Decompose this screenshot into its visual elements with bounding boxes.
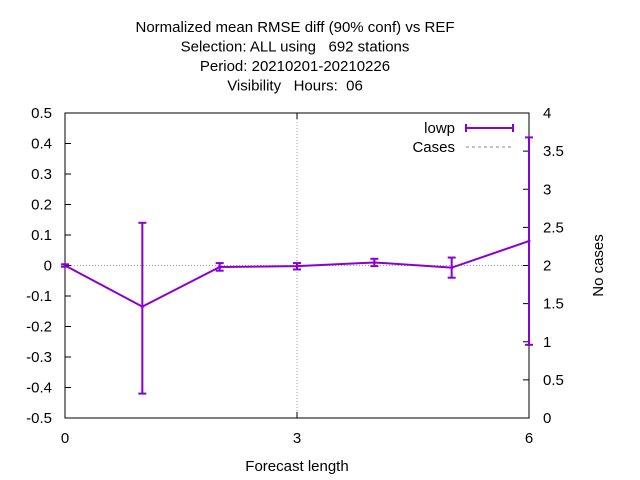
y-tick-label: -0.4 [26, 380, 52, 397]
title-line-3: Period: 20210201-20210226 [200, 58, 390, 75]
data-point [218, 265, 222, 269]
y2-tick-label: 1.5 [543, 296, 564, 313]
y-tick-label: 0.3 [31, 166, 52, 183]
x-tick-label: 6 [525, 430, 533, 447]
legend: lowp Cases [412, 120, 514, 156]
y-tick-label: 0.4 [31, 136, 52, 153]
y-tick-label: 0.2 [31, 197, 52, 214]
y-tick-label: 0.5 [31, 105, 52, 122]
y-tick-label: -0.2 [26, 319, 52, 336]
data-point [372, 260, 376, 264]
title-line-1: Normalized mean RMSE diff (90% conf) vs … [136, 19, 455, 36]
legend-label-lowp: lowp [424, 120, 455, 137]
y-tick-label: 0.1 [31, 227, 52, 244]
y-tick-label: 0 [44, 258, 52, 275]
x-axis-label: Forecast length [245, 458, 348, 475]
y2-tick-label: 2 [543, 258, 551, 275]
data-point [527, 239, 531, 243]
y2-tick-label: 1 [543, 334, 551, 351]
x-tick-label: 3 [293, 430, 301, 447]
y2-tick-label: 0 [543, 410, 551, 427]
chart-title: Normalized mean RMSE diff (90% conf) vs … [136, 19, 455, 95]
y-tick-label: -0.1 [26, 288, 52, 305]
legend-label-cases: Cases [412, 139, 455, 156]
error-bar [138, 221, 147, 395]
y-tick-label: -0.5 [26, 410, 52, 427]
title-line-4: Visibility Hours: 06 [227, 78, 363, 95]
data-point [63, 264, 67, 267]
y2-tick-label: 4 [543, 105, 551, 122]
y2-axis-label: No cases [590, 234, 607, 297]
data-point [140, 305, 144, 309]
title-line-2: Selection: ALL using 692 stations [181, 39, 410, 56]
series [61, 136, 533, 395]
y2-tick-label: 2.5 [543, 219, 564, 236]
y2-tick-label: 0.5 [543, 372, 564, 389]
axes: 0 3 6 0.5 0.4 0.3 0.2 0.1 0 -0.1 -0.2 -0.3 -0.4 -0.5 4… [26, 105, 564, 447]
y2-tick-label: 3.5 [543, 143, 564, 160]
y-tick-label: -0.3 [26, 349, 52, 366]
x-tick-label: 0 [61, 430, 69, 447]
data-point [295, 264, 299, 268]
y2-tick-label: 3 [543, 181, 551, 198]
data-point [450, 266, 454, 270]
